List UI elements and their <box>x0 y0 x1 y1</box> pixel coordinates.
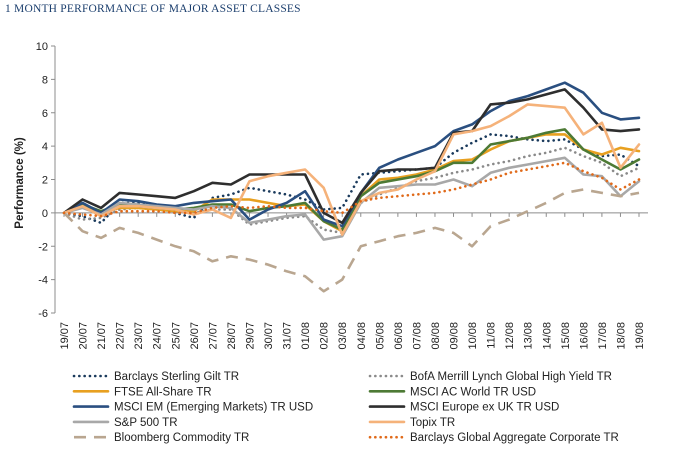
series-line-topix-tr <box>62 103 641 236</box>
x-tick-label: 01/08 <box>300 322 312 350</box>
x-tick-label: 18/08 <box>615 322 627 350</box>
legend-label-barclays-global-aggregate-corporate-tr: Barclays Global Aggregate Corporate TR <box>410 432 619 444</box>
x-tick-label: 04/08 <box>356 322 368 350</box>
series-line-barclays-global-aggregate-corporate-tr <box>62 161 641 218</box>
legend-label-ftse-all-share-tr: FTSE All-Share TR <box>114 386 212 398</box>
x-tick-label: 24/07 <box>152 322 164 350</box>
x-tick-label: 11/08 <box>486 322 498 349</box>
series-line-bloomberg-commodity-tr <box>63 188 640 293</box>
x-tick-label: 08/08 <box>430 322 442 350</box>
x-tick-label: 07/08 <box>411 322 423 350</box>
x-tick-label: 19/07 <box>59 322 71 350</box>
page-title: 1 MONTH PERFORMANCE OF MAJOR ASSET CLASS… <box>5 3 301 15</box>
x-tick-label: 31/07 <box>282 322 294 350</box>
legend-label-msci-em-emerging-markets-tr-usd: MSCI EM (Emerging Markets) TR USD <box>114 402 313 414</box>
x-tick-label: 21/07 <box>96 322 108 350</box>
x-tick-label: 13/08 <box>523 322 535 350</box>
x-tick-label: 23/07 <box>133 322 145 350</box>
y-tick-label: 10 <box>36 41 48 53</box>
legend-label-barclays-sterling-gilt-tr: Barclays Sterling Gilt TR <box>114 371 239 383</box>
x-tick-label: 10/08 <box>467 322 479 350</box>
y-tick-label: 2 <box>42 175 48 187</box>
x-tick-label: 12/08 <box>504 322 516 350</box>
x-tick-label: 20/07 <box>78 322 90 350</box>
legend-label-msci-europe-ex-uk-tr-usd: MSCI Europe ex UK TR USD <box>410 402 559 414</box>
x-tick-label: 19/08 <box>634 322 646 350</box>
x-tick-label: 17/08 <box>597 322 609 350</box>
legend-label-bofa-merrill-lynch-global-high-yield-tr: BofA Merrill Lynch Global High Yield TR <box>410 371 612 383</box>
x-tick-label: 03/08 <box>337 322 349 350</box>
y-tick-label: 0 <box>42 208 48 220</box>
x-tick-label: 22/07 <box>115 322 127 350</box>
y-tick-label: -4 <box>38 275 48 287</box>
y-tick-label: 8 <box>42 74 48 86</box>
legend-label-bloomberg-commodity-tr: Bloomberg Commodity TR <box>114 432 249 444</box>
x-tick-label: 02/08 <box>319 322 331 350</box>
x-tick-label: 09/08 <box>449 322 461 350</box>
x-tick-label: 26/07 <box>189 322 201 350</box>
x-tick-labels: 19/07 20/07 21/07 22/07 23/07 24/07 25/07 26/07… <box>59 322 646 350</box>
y-tick-label: -2 <box>38 241 48 253</box>
x-tick-label: 29/07 <box>244 322 256 350</box>
series-line-s-p-500-tr <box>62 156 641 241</box>
y-tick-label: 6 <box>42 108 48 120</box>
legend-label-msci-ac-world-tr-usd: MSCI AC World TR USD <box>410 386 536 398</box>
y-tick-label: -6 <box>38 308 48 320</box>
y-axis-label: Performance (%) <box>14 137 26 229</box>
x-tick-label: 28/07 <box>226 322 238 350</box>
x-tick-label: 06/08 <box>393 322 405 350</box>
x-tick-label: 05/08 <box>374 322 386 350</box>
x-tick-label: 27/07 <box>207 322 219 350</box>
chart-legend: Barclays Sterling Gilt TR BofA Merrill Ly… <box>72 371 619 444</box>
x-tick-label: 14/08 <box>541 322 553 350</box>
x-tick-label: 15/08 <box>560 322 572 350</box>
x-tick-label: 30/07 <box>263 322 275 350</box>
x-tick-label: 16/08 <box>578 322 590 350</box>
x-tick-label: 25/07 <box>170 322 182 350</box>
legend-label-s-p-500-tr: S&P 500 TR <box>114 417 178 429</box>
y-tick-label: 4 <box>42 141 48 153</box>
y-tick-labels: -6 -4 -2 0 2 4 6 8 10 <box>36 41 48 320</box>
series-lines <box>62 81 641 293</box>
series-line-msci-ac-world-tr-usd <box>62 128 641 231</box>
legend-label-topix-tr: Topix TR <box>410 417 455 429</box>
